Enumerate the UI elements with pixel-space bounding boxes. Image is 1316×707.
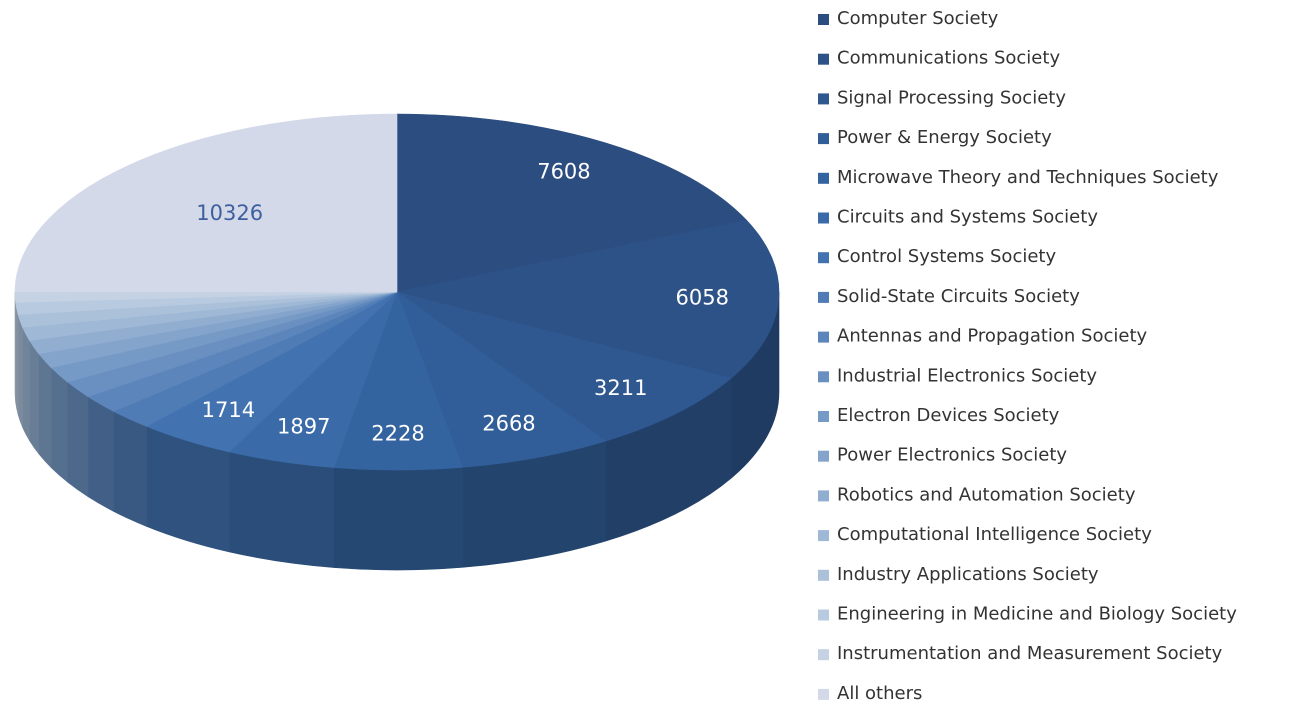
pie-side	[113, 410, 147, 527]
pie-side	[229, 451, 335, 568]
legend-swatch	[818, 172, 829, 184]
value-label: 2668	[482, 412, 535, 436]
legend-swatch	[818, 252, 829, 264]
legend-label: Communications Society	[837, 48, 1060, 69]
pie-side	[87, 396, 114, 512]
legend-label: Industrial Electronics Society	[837, 365, 1097, 386]
legend-label: Electron Devices Society	[837, 405, 1060, 426]
pie-side	[67, 381, 89, 498]
legend: Computer Society Communications Society Si…	[818, 8, 1237, 704]
legend-swatch	[818, 450, 829, 462]
legend-swatch	[818, 490, 829, 502]
pie-top	[14, 113, 780, 471]
pie-side	[50, 366, 68, 483]
pie-side	[38, 352, 52, 469]
legend-label: All others	[837, 683, 922, 704]
legend-swatch	[818, 609, 829, 621]
legend-label: Industry Applications Society	[837, 564, 1099, 585]
value-label: 6058	[676, 285, 729, 309]
value-label: 10326	[196, 201, 263, 225]
pie-slice	[396, 291, 607, 468]
legend-label: Engineering in Medicine and Biology Soci…	[837, 604, 1237, 625]
legend-swatch	[818, 569, 829, 581]
pie-side	[15, 302, 19, 415]
legend-label: Circuits and Systems Society	[837, 207, 1098, 228]
legend-swatch	[818, 133, 829, 145]
legend-swatch	[818, 291, 829, 303]
pie-slice	[14, 113, 398, 293]
legend-label: Computational Intelligence Society	[837, 524, 1152, 545]
legend-swatch	[818, 530, 829, 542]
legend-label: Signal Processing Society	[837, 87, 1066, 108]
pie-side	[29, 339, 40, 455]
value-label: 3211	[594, 376, 647, 400]
pie-side	[22, 327, 30, 442]
legend-label: Power Electronics Society	[837, 445, 1067, 466]
legend-swatch	[818, 649, 829, 661]
pie-side	[17, 314, 23, 428]
legend-swatch	[818, 14, 829, 25]
legend-label: Antennas and Propagation Society	[837, 326, 1148, 347]
legend-label: Control Systems Society	[837, 246, 1056, 267]
value-label: 1897	[277, 415, 330, 439]
pie-sides	[14, 291, 780, 571]
legend-swatch	[818, 688, 829, 700]
pie-side	[14, 291, 16, 403]
legend-label: Solid-State Circuits Society	[837, 286, 1080, 307]
legend-label: Computer Society	[837, 8, 999, 29]
value-label: 1714	[202, 398, 255, 422]
pie-slice	[396, 113, 748, 293]
pie-slice	[396, 291, 732, 442]
pie-slice	[396, 219, 780, 379]
legend-label: Microwave Theory and Techniques Society	[837, 167, 1219, 188]
value-label: 7608	[537, 160, 590, 184]
legend-swatch	[818, 371, 829, 383]
legend-swatch	[818, 93, 829, 105]
legend-label: Instrumentation and Measurement Society	[837, 643, 1223, 664]
legend-label: Power & Energy Society	[837, 127, 1052, 148]
pie-side	[333, 467, 463, 571]
value-label: 2228	[371, 421, 424, 445]
legend-swatch	[818, 331, 829, 343]
legend-label: Robotics and Automation Society	[837, 484, 1136, 505]
legend-swatch	[818, 53, 829, 65]
legend-swatch	[818, 212, 829, 224]
legend-swatch	[818, 411, 829, 422]
